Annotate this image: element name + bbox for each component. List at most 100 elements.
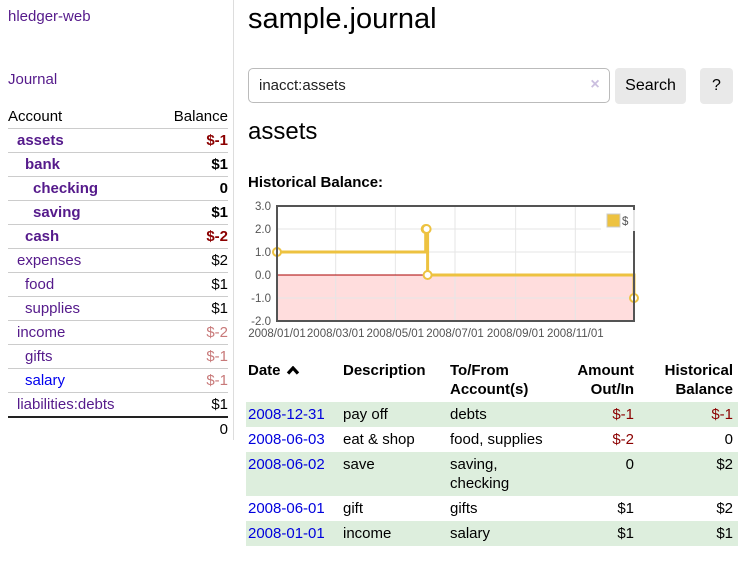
accounts-total-value: 0 [219,421,228,438]
page-title: sample.journal [248,3,437,35]
account-balance: $-1 [206,132,228,149]
account-row: income $-2 [8,320,228,344]
account-balance: $2 [211,252,228,269]
txn-description: save [343,456,375,473]
svg-text:$: $ [622,216,629,228]
account-link[interactable]: saving [33,204,81,221]
txn-date: 2008-01-01 [246,521,343,546]
register-row: 2008-06-03 eat & shop food, supplies $-2 0 [246,427,738,452]
search-button[interactable]: Search [615,68,686,104]
app-title-link[interactable]: hledger-web [8,8,91,25]
txn-accounts: salary [450,525,491,542]
account-link[interactable]: supplies [25,300,81,317]
txn-balance: $-1 [711,406,733,423]
svg-text:2008/11/01: 2008/11/01 [547,328,604,340]
txn-balance: $1 [716,525,733,542]
txn-date-link[interactable]: 2008-06-02 [248,456,325,473]
account-link[interactable]: liabilities:debts [17,396,115,413]
svg-text:0.0: 0.0 [255,270,271,282]
txn-date-link[interactable]: 2008-12-31 [248,406,325,423]
txn-date: 2008-12-31 [246,402,343,427]
txn-date: 2008-06-02 [246,452,343,496]
account-balance: $-1 [206,372,228,389]
txn-amount: 0 [625,456,634,473]
accounts-table: Account Balance assets $-1 bank $1 checking 0… [8,105,228,441]
amount-column-header: Amount Out/In [577,362,634,398]
balance-column-header: Balance [173,108,228,125]
clear-search-icon[interactable]: × [590,76,600,93]
txn-accounts: debts [450,406,487,423]
account-link[interactable]: assets [17,132,64,149]
svg-text:2008/03/01: 2008/03/01 [307,328,365,340]
account-balance: 0 [219,180,228,197]
account-balance: $1 [211,300,228,317]
register-row: 2008-01-01 income salary $1 $1 [246,521,738,546]
account-balance: $-2 [206,228,228,245]
account-row: checking 0 [8,176,228,200]
txn-accounts: saving, checking [450,456,510,492]
account-row: food $1 [8,272,228,296]
txn-description: gift [343,500,364,517]
date-column-label: Date [248,362,281,379]
sidebar: hledger-web Journal Account Balance asse… [0,0,234,440]
txn-date: 2008-06-01 [246,496,343,521]
account-link[interactable]: income [17,324,66,341]
account-link[interactable]: checking [33,180,99,197]
account-link[interactable]: cash [25,228,60,245]
txn-accounts: food, supplies [450,431,543,448]
txn-description: pay off [343,406,388,423]
svg-text:3.0: 3.0 [255,201,271,213]
sort-ascending-icon [286,366,299,375]
txn-description: income [343,525,392,542]
account-link[interactable]: bank [25,156,61,173]
description-column-header: Description [343,362,426,379]
account-balance: $1 [211,396,228,413]
register-rows: 2008-12-31 pay off debts $-1 $-1 2008-06-03 ea… [246,402,738,546]
sidebar-item-journal[interactable]: Journal [8,71,58,88]
account-row: cash $-2 [8,224,228,248]
register-row: 2008-06-02 save saving, checking 0 $2 [246,452,738,496]
txn-date-link[interactable]: 2008-01-01 [248,525,325,542]
txn-balance: 0 [724,431,733,448]
register-row: 2008-12-31 pay off debts $-1 $-1 [246,402,738,427]
txn-date-link[interactable]: 2008-06-03 [248,431,325,448]
accounts-column-header: To/From Account(s) [450,362,529,398]
historical-balance-column-header: Historical Balance [664,362,733,398]
help-button[interactable]: ? [700,68,733,104]
account-row: supplies $1 [8,296,228,320]
date-column-header[interactable]: Date [246,358,343,402]
svg-text:1.0: 1.0 [255,247,271,259]
txn-accounts: gifts [450,500,478,517]
account-link[interactable]: food [25,276,55,293]
account-row: liabilities:debts $1 [8,392,228,416]
account-row: expenses $2 [8,248,228,272]
txn-amount: $1 [617,525,634,542]
register-header: Date Description To/From Account(s) Amou… [246,358,738,402]
svg-text:2008/09/01: 2008/09/01 [487,328,545,340]
txn-amount: $1 [617,500,634,517]
svg-text:2008/05/01: 2008/05/01 [367,328,425,340]
account-row: salary $-1 [8,368,228,392]
account-row: gifts $-1 [8,344,228,368]
account-balance: $1 [211,204,228,221]
account-row: saving $1 [8,200,228,224]
txn-description: eat & shop [343,431,415,448]
svg-text:2.0: 2.0 [255,224,271,236]
account-link[interactable]: gifts [25,348,53,365]
account-link[interactable]: expenses [17,252,82,269]
account-balance: $-2 [206,324,228,341]
txn-date: 2008-06-03 [246,427,343,452]
svg-text:2008/01/01: 2008/01/01 [248,328,306,340]
account-column-header: Account [8,108,63,125]
txn-date-link[interactable]: 2008-06-01 [248,500,325,517]
account-rows: assets $-1 bank $1 checking 0 saving $1 cash $-2 e… [8,128,228,416]
svg-text:2008/07/01: 2008/07/01 [426,328,484,340]
account-heading: assets [248,118,318,145]
txn-amount: $-1 [612,406,634,423]
search-input[interactable] [248,68,610,103]
txn-balance: $2 [716,500,733,517]
accounts-table-header: Account Balance [8,105,228,128]
account-link[interactable]: salary [25,372,66,389]
register-table: Date Description To/From Account(s) Amou… [246,358,738,546]
